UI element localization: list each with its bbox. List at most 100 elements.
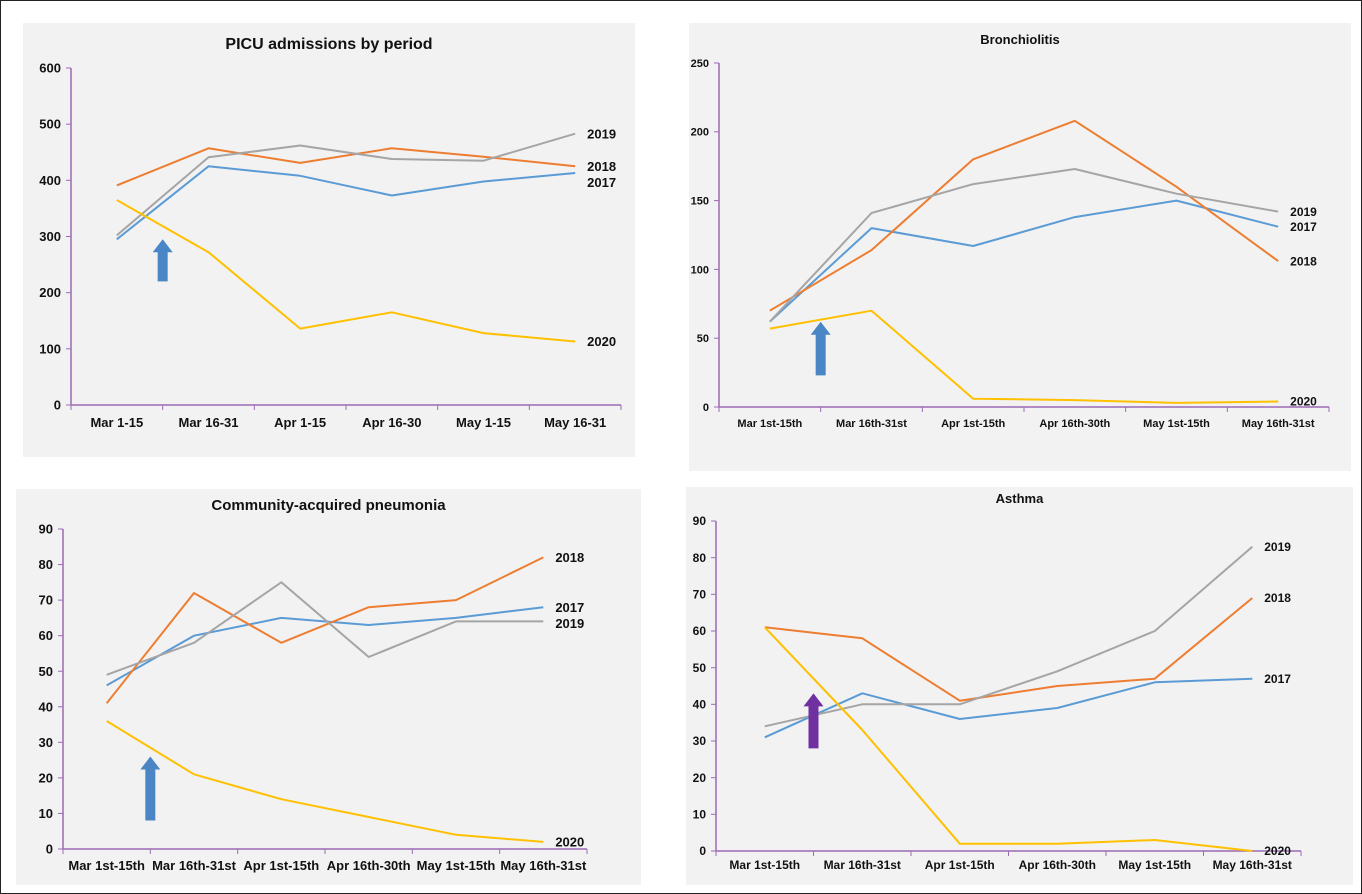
series-end-label-2019: 2019 [1290, 205, 1317, 219]
chart-svg: Asthma 0 10 20 30 40 50 60 70 80 90 Mar 1st-15th Mar… [693, 491, 1302, 872]
chart-panel-bronchiolitis: Bronchiolitis 0 50 100 150 200 250 Mar 1st-15th… [689, 23, 1351, 471]
y-tick-label: 100 [691, 264, 709, 276]
x-tick-label: May 16-31 [544, 415, 606, 430]
series-end-label-2019: 2019 [1264, 540, 1291, 554]
series-end-label-2019: 2019 [555, 616, 584, 631]
series-line-2017 [106, 606, 544, 687]
x-tick-label: May 1st-15th [417, 858, 496, 873]
y-tick-label: 90 [693, 514, 707, 528]
y-tick-label: 10 [39, 806, 53, 821]
x-tick-label: May 16th-31st [1242, 418, 1315, 430]
series-end-label-2020: 2020 [587, 334, 616, 349]
x-tick-label: Apr 1-15 [274, 415, 326, 430]
series-line-2018 [105, 556, 544, 704]
series-line-2018 [116, 147, 576, 187]
chart-panel-pneumonia: Community-acquired pneumonia 0 10 20 30 40 50 6… [16, 489, 641, 885]
y-tick-label: 100 [39, 341, 61, 356]
series-line-2020 [764, 626, 1253, 852]
series-line-2019 [106, 581, 544, 676]
x-tick-label: Apr 1st-15th [243, 858, 319, 873]
x-tick-label: Mar 16th-31st [152, 858, 236, 873]
series-line-2019 [116, 132, 576, 237]
series-end-label-2020: 2020 [555, 834, 584, 849]
x-tick-label: Mar 16-31 [179, 415, 239, 430]
series-line-2017 [769, 199, 1279, 323]
y-tick-label: 50 [697, 333, 709, 345]
chart-title: Bronchiolitis [980, 32, 1059, 47]
y-tick-label: 0 [703, 402, 709, 414]
y-tick-label: 10 [693, 808, 707, 822]
up-arrow-icon [810, 321, 831, 376]
series-line-2017 [116, 165, 576, 241]
y-tick-label: 0 [54, 398, 61, 413]
chart-panel-picu-admissions: PICU admissions by period 0 100 200 300 400 50… [23, 23, 635, 457]
y-tick-label: 300 [39, 229, 61, 244]
x-tick-label: Apr 16-30 [362, 415, 421, 430]
chart-title: Community-acquired pneumonia [211, 497, 446, 514]
series-line-2019 [769, 168, 1279, 323]
series-line-2020 [116, 199, 576, 343]
x-tick-label: Mar 1st-15th [729, 858, 800, 872]
series-end-label-2018: 2018 [1290, 254, 1317, 268]
x-tick-label: Apr 1st-15th [941, 418, 1005, 430]
chart-title: PICU admissions by period [225, 36, 432, 53]
series-end-label-2017: 2017 [1290, 220, 1317, 234]
y-tick-label: 600 [39, 61, 61, 76]
x-tick-label: Apr 1st-15th [925, 858, 995, 872]
y-tick-label: 250 [691, 58, 709, 70]
y-tick-label: 50 [39, 664, 53, 679]
x-tick-label: Apr 16th-30th [1019, 858, 1096, 872]
series-end-label-2020: 2020 [1264, 844, 1291, 858]
x-tick-label: May 1st-15th [1118, 858, 1191, 872]
series-line-2018 [764, 597, 1253, 702]
y-tick-label: 80 [39, 557, 53, 572]
y-tick-label: 60 [39, 628, 53, 643]
x-tick-label: May 1st-15th [1143, 418, 1210, 430]
y-tick-label: 70 [693, 588, 707, 602]
series-line-2019 [764, 545, 1253, 728]
x-tick-label: Mar 16th-31st [824, 858, 901, 872]
x-tick-label: May 16th-31st [1213, 858, 1292, 872]
y-tick-label: 30 [39, 735, 53, 750]
y-tick-label: 20 [693, 771, 707, 785]
series-end-label-2018: 2018 [555, 550, 584, 565]
series-end-label-2018: 2018 [587, 159, 616, 174]
y-tick-label: 200 [691, 127, 709, 139]
y-tick-label: 150 [691, 195, 709, 207]
series-line-2017 [764, 677, 1253, 739]
series-end-label-2017: 2017 [587, 175, 616, 190]
chart-svg: PICU admissions by period 0 100 200 300 400 50… [39, 36, 622, 430]
series-line-2020 [106, 720, 544, 843]
series-end-label-2017: 2017 [555, 600, 584, 615]
x-tick-label: Mar 1st-15th [737, 418, 802, 430]
x-tick-label: May 16th-31st [500, 858, 587, 873]
y-tick-label: 40 [39, 699, 53, 714]
y-tick-label: 20 [39, 770, 53, 785]
chart-svg: Community-acquired pneumonia 0 10 20 30 40 50 6… [39, 497, 588, 873]
y-tick-label: 200 [39, 285, 61, 300]
y-tick-label: 0 [699, 844, 706, 858]
x-tick-label: Mar 1-15 [90, 415, 143, 430]
chart-title: Asthma [996, 491, 1044, 506]
y-tick-label: 70 [39, 593, 53, 608]
y-tick-label: 0 [46, 842, 53, 857]
series-end-label-2019: 2019 [587, 126, 616, 141]
y-tick-label: 500 [39, 117, 61, 132]
series-end-label-2017: 2017 [1264, 672, 1291, 686]
y-tick-label: 90 [39, 522, 53, 537]
x-tick-label: Mar 1st-15th [68, 858, 145, 873]
x-tick-label: May 1-15 [456, 415, 511, 430]
chart-svg: Bronchiolitis 0 50 100 150 200 250 Mar 1st-15th… [691, 32, 1330, 430]
y-tick-label: 40 [693, 698, 707, 712]
series-line-2018 [769, 119, 1279, 312]
series-end-label-2018: 2018 [1264, 591, 1291, 605]
y-tick-label: 80 [693, 551, 707, 565]
up-arrow-icon [152, 239, 173, 282]
up-arrow-icon [803, 693, 824, 749]
x-tick-label: Mar 16th-31st [836, 418, 907, 430]
series-line-2020 [769, 309, 1279, 404]
up-arrow-icon [140, 756, 161, 821]
y-tick-label: 50 [693, 661, 707, 675]
y-tick-label: 400 [39, 173, 61, 188]
